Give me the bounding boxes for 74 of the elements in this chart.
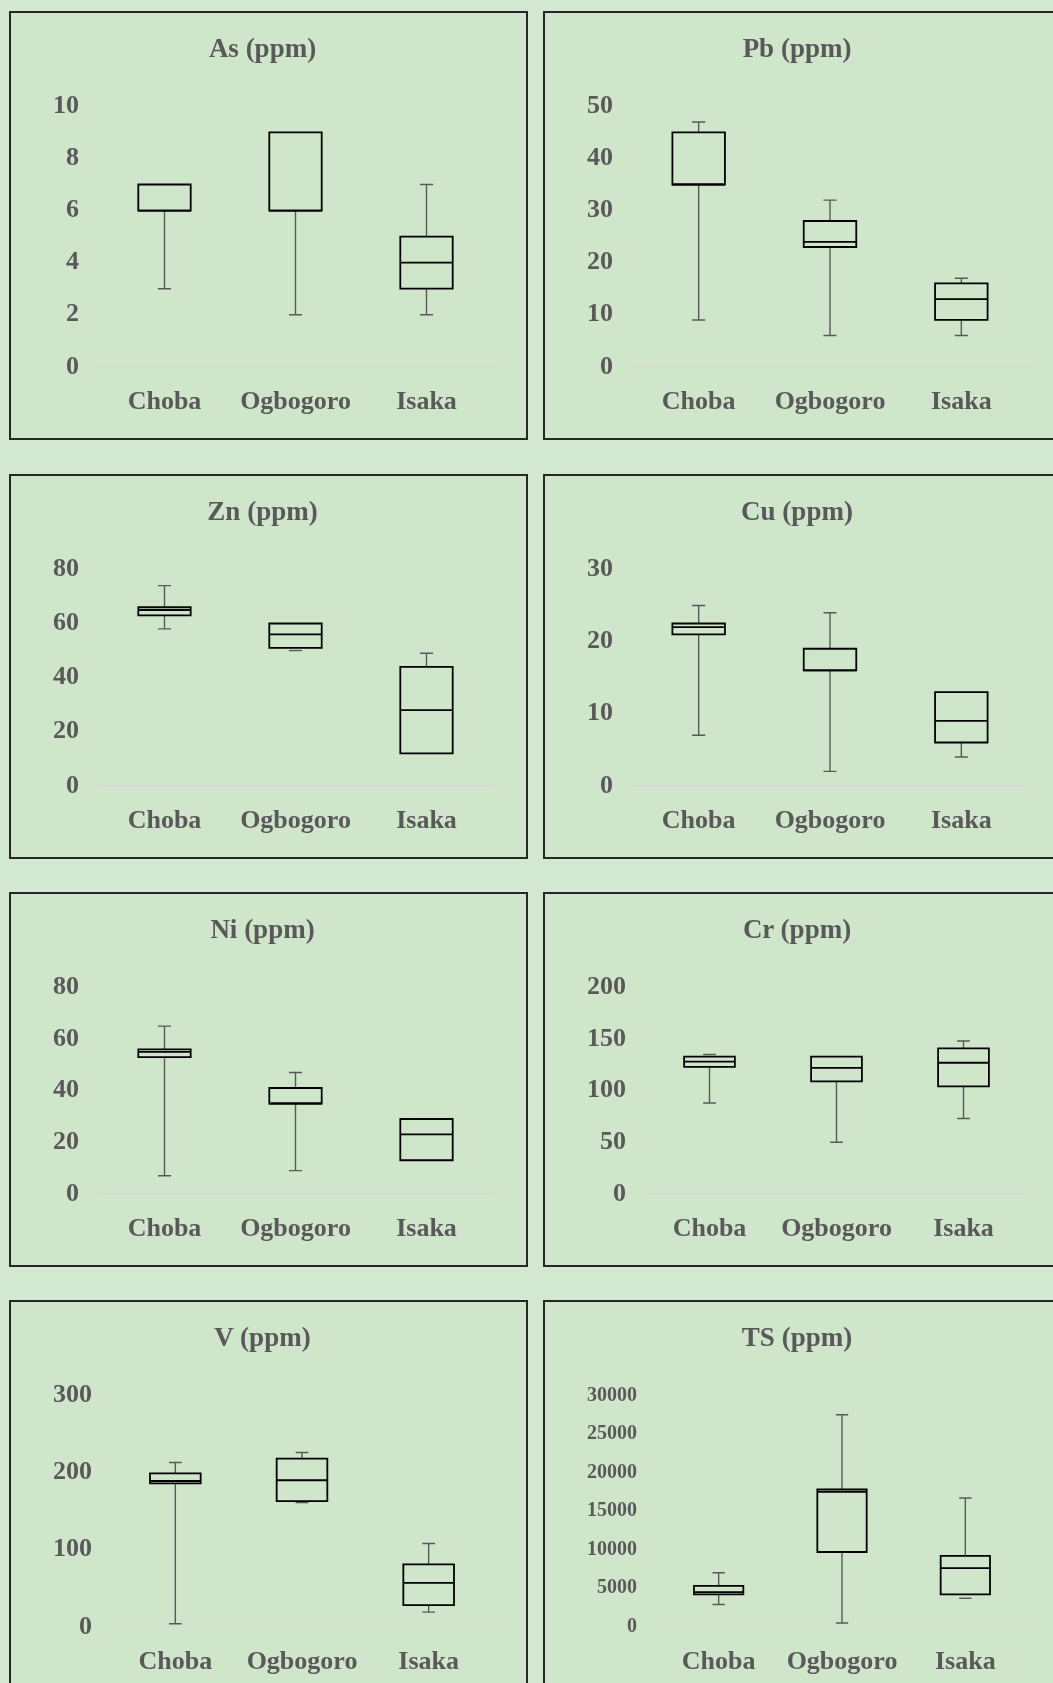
y-tick-label: 10 bbox=[53, 90, 79, 120]
y-tick-label: 0 bbox=[613, 1177, 626, 1207]
y-tick-label: 2 bbox=[66, 298, 79, 328]
x-tick-label: Ogbogoro bbox=[781, 1213, 892, 1243]
chart-title: Cr (ppm) bbox=[742, 914, 852, 945]
y-tick-label: 5000 bbox=[597, 1575, 637, 1598]
x-tick-label: Choba bbox=[127, 386, 202, 416]
x-tick-label: Ogbogoro bbox=[240, 805, 351, 835]
x-tick-label: Isaka bbox=[396, 805, 457, 835]
x-tick-label: Ogbogoro bbox=[774, 386, 886, 416]
y-tick-label: 15000 bbox=[587, 1498, 637, 1521]
x-tick-label: Isaka bbox=[933, 1213, 994, 1243]
y-tick-label: 30000 bbox=[587, 1382, 637, 1405]
y-tick-label: 20 bbox=[587, 625, 613, 655]
x-tick-label: Choba bbox=[681, 1646, 756, 1676]
chart-title: Pb (ppm) bbox=[742, 33, 852, 64]
y-tick-label: 40 bbox=[53, 661, 79, 691]
y-tick-label: 8 bbox=[66, 142, 79, 172]
y-tick-label: 4 bbox=[66, 246, 79, 276]
y-tick-label: 10000 bbox=[587, 1536, 637, 1559]
x-tick-label: Choba bbox=[127, 1213, 202, 1243]
x-tick-label: Isaka bbox=[930, 386, 992, 416]
x-tick-label: Isaka bbox=[934, 1646, 996, 1676]
y-tick-label: 0 bbox=[66, 350, 79, 380]
chart-title: V (ppm) bbox=[214, 1322, 311, 1353]
y-tick-label: 300 bbox=[53, 1379, 92, 1409]
x-tick-label: Isaka bbox=[396, 386, 457, 416]
x-tick-label: Choba bbox=[661, 386, 736, 416]
chart-title: Ni (ppm) bbox=[210, 914, 315, 945]
y-tick-label: 40 bbox=[587, 142, 613, 172]
x-tick-label: Ogbogoro bbox=[246, 1646, 358, 1676]
y-tick-label: 10 bbox=[587, 298, 613, 328]
x-tick-label: Choba bbox=[661, 805, 736, 835]
x-tick-label: Choba bbox=[138, 1646, 213, 1676]
y-tick-label: 0 bbox=[66, 769, 79, 799]
x-tick-label: Ogbogoro bbox=[240, 1213, 351, 1243]
chart-title: Zn (ppm) bbox=[207, 496, 318, 527]
y-tick-label: 200 bbox=[53, 1456, 92, 1486]
chart-title: As (ppm) bbox=[208, 33, 317, 64]
y-tick-label: 0 bbox=[600, 769, 613, 799]
y-tick-label: 10 bbox=[587, 697, 613, 727]
y-tick-label: 150 bbox=[587, 1022, 626, 1052]
y-tick-label: 0 bbox=[627, 1613, 637, 1636]
y-tick-label: 0 bbox=[79, 1610, 92, 1640]
y-tick-label: 100 bbox=[53, 1533, 92, 1563]
x-tick-label: Isaka bbox=[398, 1646, 460, 1676]
x-tick-label: Ogbogoro bbox=[240, 386, 351, 416]
y-tick-label: 20 bbox=[53, 715, 79, 745]
y-tick-label: 20 bbox=[587, 246, 613, 276]
y-tick-label: 200 bbox=[587, 971, 626, 1001]
y-tick-label: 20 bbox=[53, 1125, 79, 1155]
y-tick-label: 30 bbox=[587, 194, 613, 224]
y-tick-label: 80 bbox=[53, 971, 79, 1001]
y-tick-label: 100 bbox=[587, 1074, 626, 1104]
y-tick-label: 20000 bbox=[587, 1459, 637, 1482]
x-tick-label: Ogbogoro bbox=[774, 805, 886, 835]
y-tick-label: 30 bbox=[587, 553, 613, 583]
y-tick-label: 0 bbox=[600, 350, 613, 380]
x-tick-label: Isaka bbox=[396, 1213, 457, 1243]
y-tick-label: 50 bbox=[600, 1125, 626, 1155]
y-tick-label: 6 bbox=[66, 194, 79, 224]
y-tick-label: 60 bbox=[53, 1022, 79, 1052]
x-tick-label: Choba bbox=[127, 805, 202, 835]
x-tick-label: Choba bbox=[672, 1213, 747, 1243]
y-tick-label: 60 bbox=[53, 607, 79, 637]
y-tick-label: 50 bbox=[587, 90, 613, 120]
y-tick-label: 80 bbox=[53, 553, 79, 583]
y-tick-label: 0 bbox=[66, 1177, 79, 1207]
chart-title: TS (ppm) bbox=[741, 1322, 853, 1353]
y-tick-label: 25000 bbox=[587, 1421, 637, 1444]
chart-title: Cu (ppm) bbox=[741, 496, 853, 527]
x-tick-label: Isaka bbox=[930, 805, 992, 835]
x-tick-label: Ogbogoro bbox=[786, 1646, 898, 1676]
y-tick-label: 40 bbox=[53, 1074, 79, 1104]
